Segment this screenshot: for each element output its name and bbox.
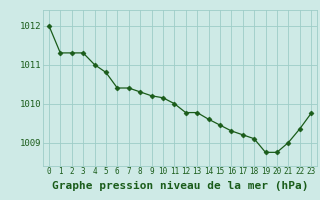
- X-axis label: Graphe pression niveau de la mer (hPa): Graphe pression niveau de la mer (hPa): [52, 181, 308, 191]
